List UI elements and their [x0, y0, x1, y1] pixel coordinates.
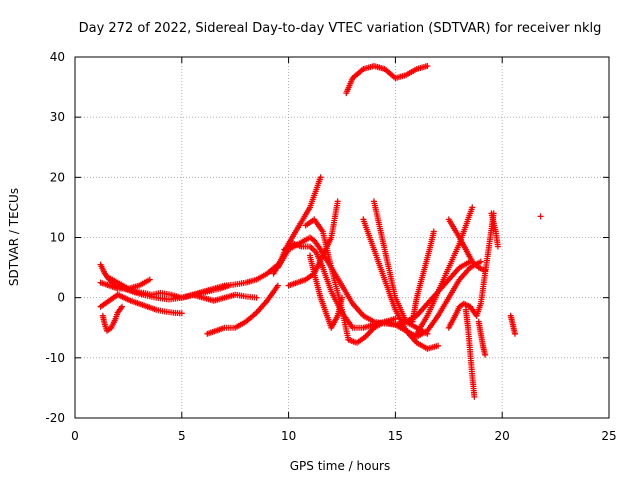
- series-arc4: [97, 261, 281, 301]
- plot-frame: [74, 56, 610, 419]
- data-layer: [97, 63, 544, 400]
- data-point: [512, 330, 518, 337]
- data-point: [285, 282, 292, 289]
- series-arc8: [270, 174, 324, 277]
- series-arc5: [104, 273, 153, 292]
- data-point: [339, 294, 345, 301]
- data-point: [494, 243, 501, 250]
- y-tick-label: -10: [45, 351, 65, 365]
- data-point: [317, 174, 324, 181]
- data-point: [424, 330, 431, 337]
- y-tick-label: 20: [50, 170, 65, 184]
- series-arc14: [343, 63, 431, 97]
- series-arc2: [99, 303, 125, 334]
- series-arc17: [409, 228, 437, 325]
- series-arc7: [204, 282, 281, 337]
- series-arc12: [307, 252, 345, 331]
- series-arc26: [537, 213, 544, 220]
- series-arc19: [445, 216, 489, 274]
- data-point: [253, 294, 260, 301]
- series-arc23: [475, 318, 489, 358]
- series-arc16: [371, 198, 431, 337]
- series-arc25: [507, 312, 518, 337]
- y-tick-label: -20: [45, 411, 65, 425]
- x-tick-label: 15: [388, 429, 403, 443]
- series-arc24: [488, 210, 501, 250]
- series-arc13: [285, 198, 341, 289]
- x-tick-label: 20: [495, 429, 510, 443]
- grid-layer: [75, 57, 609, 418]
- data-point: [477, 258, 484, 265]
- data-point: [435, 342, 442, 349]
- tick-layer: 0 5 10 15 20 25 -20 -10 0 10 20 30 40: [45, 50, 616, 443]
- series-arc6: [189, 291, 260, 304]
- y-tick-label: 40: [50, 50, 65, 64]
- chart-title: Day 272 of 2022, Sidereal Day-to-day VTE…: [79, 21, 602, 36]
- data-point: [146, 276, 153, 283]
- x-tick-label: 10: [281, 429, 296, 443]
- y-tick-label: 30: [50, 110, 65, 124]
- series-arc21: [462, 306, 478, 400]
- data-point: [424, 63, 431, 69]
- y-axis-label: SDTVAR / TECUs: [7, 188, 21, 286]
- data-point: [178, 310, 185, 317]
- series-arc1: [97, 291, 185, 317]
- x-tick-label: 5: [178, 429, 186, 443]
- y-tick-label: 10: [50, 231, 65, 245]
- data-point: [537, 213, 544, 220]
- series-arc15: [360, 216, 442, 352]
- data-point: [469, 204, 476, 211]
- data-point: [471, 393, 478, 400]
- y-tick-label: 0: [57, 291, 65, 305]
- series-arc22: [473, 210, 497, 319]
- data-point: [482, 351, 489, 358]
- series-arc11: [302, 216, 399, 346]
- x-tick-label: 25: [601, 429, 616, 443]
- x-tick-label: 0: [71, 429, 79, 443]
- data-point: [119, 303, 125, 310]
- series-arc18: [413, 204, 476, 337]
- data-point: [274, 282, 281, 289]
- x-axis-label: GPS time / hours: [290, 459, 391, 473]
- data-point: [430, 228, 437, 235]
